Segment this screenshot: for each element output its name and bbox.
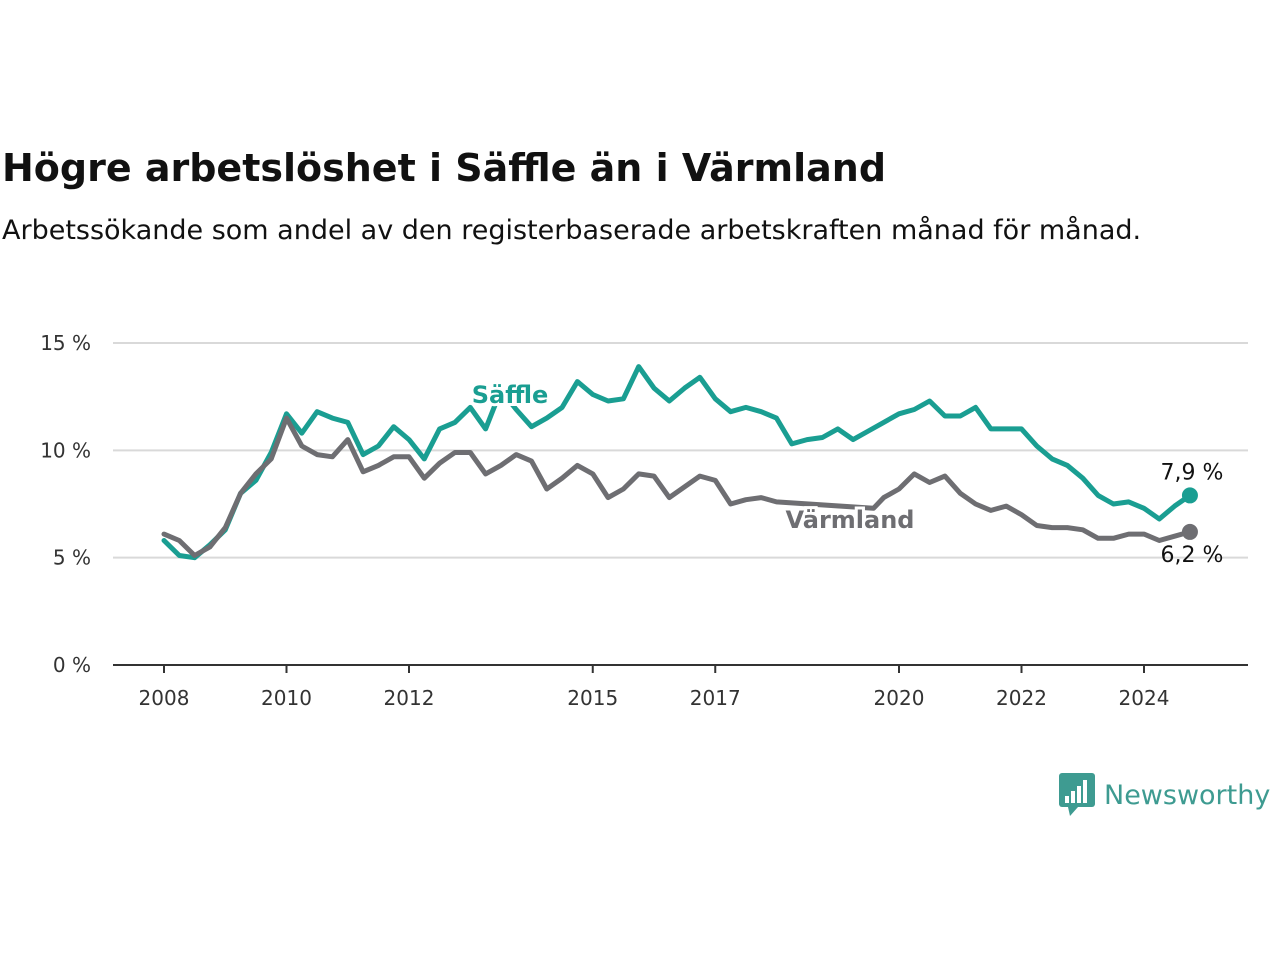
- chart-subtitle: Arbetssökande som andel av den registerb…: [2, 215, 1142, 246]
- newsworthy-logo: Newsworthy: [1058, 772, 1270, 818]
- x-tick-label: 2022: [996, 686, 1047, 710]
- bar-chart-speech-icon: [1059, 773, 1095, 816]
- series-end-label-0: 7,9 %: [1160, 460, 1223, 485]
- series-lines: [161, 364, 1198, 561]
- labels: 0 % 5 % 10 % 15 % 2008 2010 2012 2015 2017 2020 20…: [40, 331, 1223, 710]
- series-line-1: [161, 415, 1193, 558]
- x-tick-label: 2020: [874, 686, 925, 710]
- x-tick-label: 2008: [139, 686, 190, 710]
- brand-name: Newsworthy: [1104, 779, 1271, 811]
- x-tick-label: 2012: [384, 686, 435, 710]
- y-tick-label: 10 %: [40, 438, 91, 462]
- y-tick-label: 15 %: [40, 331, 91, 355]
- x-tick-label: 2024: [1119, 686, 1170, 710]
- axes: [113, 664, 1248, 673]
- x-tick-label: 2010: [261, 686, 312, 710]
- series-name-label-0: Säffle: [472, 381, 549, 409]
- gridlines: [113, 342, 1248, 559]
- y-tick-label: 5 %: [53, 546, 91, 570]
- x-tick-label: 2017: [690, 686, 741, 710]
- series-end-label-1: 6,2 %: [1160, 543, 1223, 568]
- chart-title: Högre arbetslöshet i Säffle än i Värmlan…: [2, 146, 887, 190]
- y-tick-label: 0 %: [53, 653, 91, 677]
- series-name-label-1: Värmland: [786, 506, 915, 534]
- series-line-0: [161, 364, 1193, 561]
- series-end-dot-0: [1181, 487, 1198, 504]
- x-tick-label: 2015: [567, 686, 618, 710]
- series-end-dot-1: [1181, 523, 1198, 540]
